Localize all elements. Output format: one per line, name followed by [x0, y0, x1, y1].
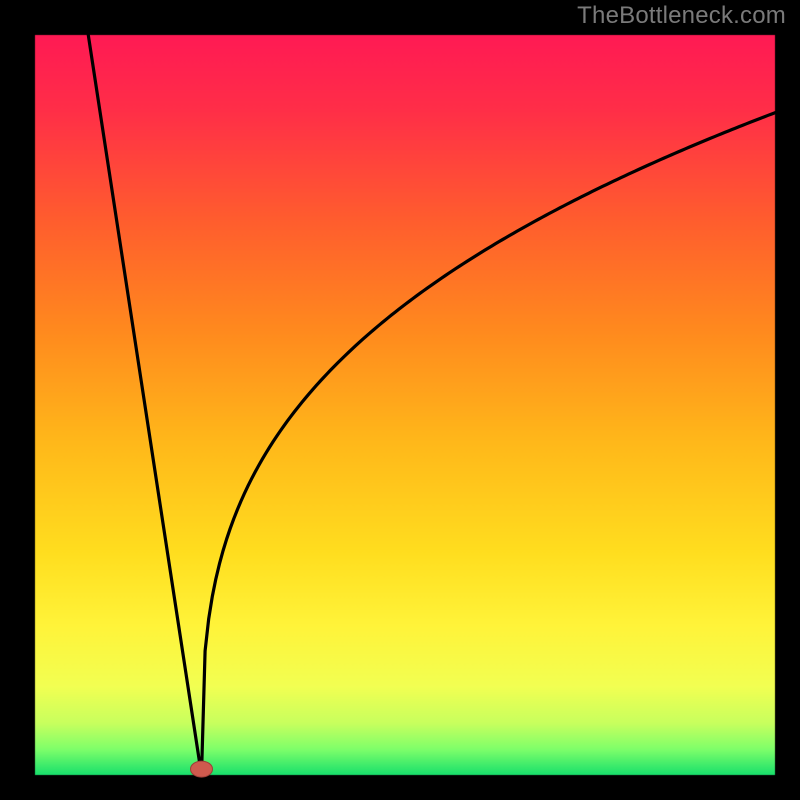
chart-stage: TheBottleneck.com: [0, 0, 800, 800]
gradient-background: [0, 0, 800, 800]
watermark-text: TheBottleneck.com: [577, 2, 786, 30]
